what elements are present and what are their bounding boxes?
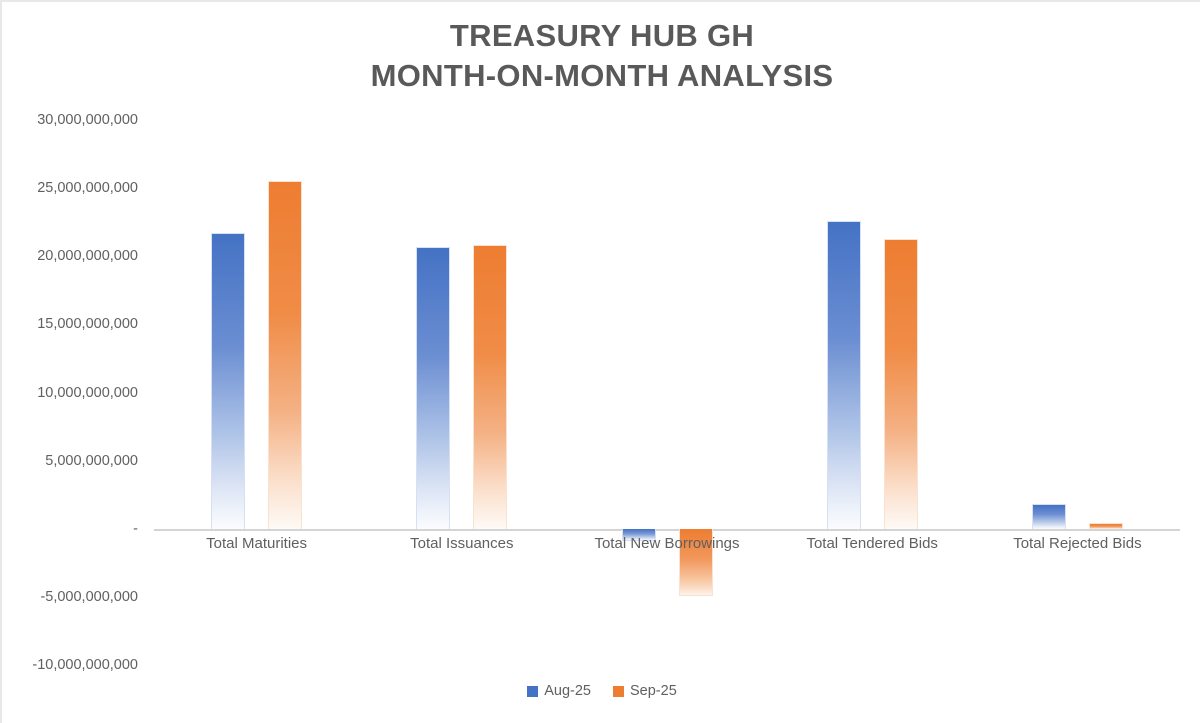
bar-sep-25-total-maturities[interactable] (268, 181, 303, 529)
bar-aug-25-total-issuances[interactable] (416, 247, 451, 529)
category-label-total-maturities: Total Maturities (206, 535, 308, 552)
chart-title-line-1: TREASURY HUB GH (449, 18, 755, 53)
legend-swatch-icon (613, 685, 624, 697)
legend-label: Aug-25 (544, 683, 591, 699)
category-axis: Total Maturities Total Issuances Total New… (154, 535, 1180, 559)
legend-label: Sep-25 (630, 683, 677, 699)
category-label-total-rejected-bids: Total Rejected Bids (1013, 535, 1142, 552)
chart-title-line-2: MONTH-ON-MONTH ANALYSIS (370, 58, 834, 93)
y-axis-tick-label: 10,000,000,000 (37, 384, 138, 401)
bar-sep-25-total-new-borrowings[interactable] (678, 528, 713, 596)
bar-aug-25-total-rejected-bids[interactable] (1031, 504, 1066, 529)
legend-entry-sep-25[interactable]: Sep-25 (613, 683, 677, 699)
y-axis-tick-label: -10,000,000,000 (32, 657, 138, 673)
y-axis-tick-label: - (133, 520, 138, 537)
y-axis-tick-label: 15,000,000,000 (37, 316, 138, 333)
y-axis-tick-label: 5,000,000,000 (45, 452, 138, 469)
category-label-total-issuances: Total Issuances (410, 535, 514, 552)
category-label-total-new-borrowings: Total New Borrowings (594, 535, 740, 552)
y-axis-tick-label: 30,000,000,000 (37, 112, 138, 128)
bar-aug-25-total-new-borrowings[interactable] (621, 528, 656, 541)
bar-sep-25-total-rejected-bids[interactable] (1088, 522, 1123, 529)
plot-area (154, 120, 1180, 665)
bar-sep-25-total-tendered-bids[interactable] (883, 238, 918, 529)
bar-aug-25-total-maturities[interactable] (211, 233, 246, 529)
legend-swatch-icon (527, 685, 539, 697)
bar-aug-25-total-tendered-bids[interactable] (826, 220, 861, 529)
zero-baseline-axis (154, 528, 1180, 531)
chart-legend: Aug-25 Sep-25 (2, 683, 1200, 699)
chart-title: TREASURY HUB GH MONTH-ON-MONTH ANALYSIS (2, 16, 1200, 96)
y-axis-tick-label: 25,000,000,000 (37, 180, 138, 197)
legend-entry-aug-25[interactable]: Aug-25 (527, 683, 591, 699)
y-axis-tick-label: 20,000,000,000 (37, 248, 138, 265)
category-label-total-tendered-bids: Total Tendered Bids (806, 535, 938, 552)
y-axis-tick-label: -5,000,000,000 (40, 588, 138, 605)
y-axis: 30,000,000,000 25,000,000,000 20,000,000,0… (2, 2, 146, 723)
bar-sep-25-total-issuances[interactable] (473, 244, 508, 529)
